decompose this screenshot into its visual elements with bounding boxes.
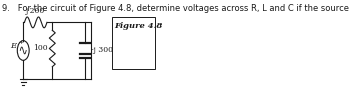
Text: E: E [10, 42, 16, 50]
Text: Figure 4.8: Figure 4.8 [114, 22, 163, 30]
Text: 100: 100 [34, 45, 48, 52]
Bar [112, 17, 155, 69]
Text: 9.   For the circuit of Figure 4.8, determine voltages across R, L and C if the : 9. For the circuit of Figure 4.8, determ… [2, 4, 350, 13]
Text: j 200: j 200 [26, 7, 45, 16]
Text: +: + [18, 40, 23, 45]
Text: -j 300: -j 300 [91, 46, 113, 55]
